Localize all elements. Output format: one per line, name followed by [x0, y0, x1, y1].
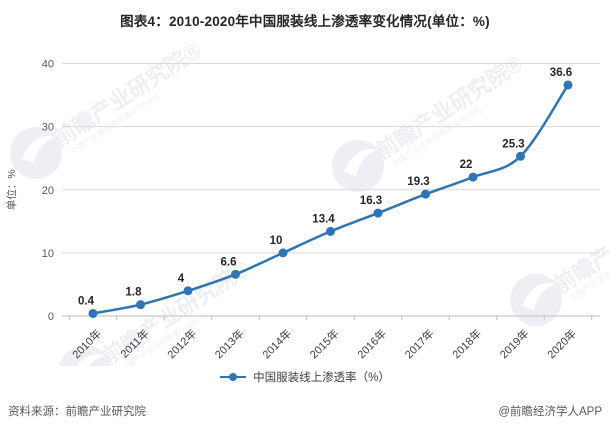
y-tick-label: 30	[42, 122, 54, 134]
y-axis-title: 单位：%	[5, 169, 18, 210]
data-label: 4	[178, 273, 185, 285]
watermark: 前瞻产业研究院®中国产业咨询领导者(839599)	[510, 185, 610, 326]
series-line	[92, 84, 570, 315]
data-point	[326, 226, 335, 236]
data-point	[278, 248, 288, 258]
watermark: 前瞻产业研究院®中国产业咨询领导者(839599)	[10, 38, 205, 179]
credit-note: @前瞻经济学人APP	[498, 406, 602, 418]
data-point	[516, 151, 525, 161]
legend: 中国服装线上渗透率（%）	[0, 369, 610, 385]
footer: 资料来源：前瞻产业研究院 @前瞻经济学人APP	[8, 403, 602, 419]
x-axis-label: 2019年	[497, 326, 532, 361]
x-axis-label: 2013年	[212, 326, 247, 361]
data-point	[373, 208, 383, 218]
data-point	[136, 300, 145, 310]
line-chart: 前瞻产业研究院®中国产业咨询领导者(839599) 前瞻产业研究院®中国产业咨询领…	[5, 38, 610, 366]
data-label: 25.3	[502, 138, 524, 150]
data-point	[421, 189, 430, 199]
data-label: 16.3	[360, 195, 382, 207]
y-tick-label: 40	[42, 59, 54, 71]
svg-text:前瞻产业研究院®: 前瞻产业研究院®	[49, 38, 205, 151]
x-axis-label: 2015年	[307, 326, 342, 361]
y-tick-label: 20	[42, 185, 54, 197]
data-point	[88, 308, 98, 318]
data-label: 0.4	[78, 295, 95, 307]
x-axis-label: 2018年	[449, 326, 484, 361]
data-point	[468, 172, 478, 182]
watermark: 前瞻产业研究院®中国产业咨询领导者(839599)	[332, 51, 527, 192]
legend-label: 中国服装线上渗透率（%）	[253, 372, 390, 384]
data-label: 13.4	[312, 213, 335, 225]
y-tick-label: 0	[48, 311, 54, 323]
data-point	[183, 286, 193, 296]
y-tick-label: 10	[42, 248, 54, 260]
x-axis-label: 2017年	[402, 326, 437, 361]
x-axis-label: 2016年	[354, 326, 389, 361]
data-point	[563, 80, 573, 90]
data-label: 19.3	[407, 176, 429, 188]
data-label: 1.8	[126, 287, 143, 299]
data-label: 6.6	[221, 256, 237, 268]
chart-title: 图表4：2010-2020年中国服装线上渗透率变化情况(单位：%)	[120, 14, 490, 29]
data-label: 36.6	[550, 67, 572, 79]
data-label: 22	[460, 159, 473, 171]
x-axis-label: 2020年	[544, 326, 579, 361]
data-label: 10	[270, 235, 283, 247]
source-note: 资料来源：前瞻产业研究院	[8, 406, 146, 418]
data-point	[231, 269, 240, 279]
legend-line-marker-icon	[220, 373, 247, 382]
x-axis-label: 2014年	[259, 326, 294, 361]
